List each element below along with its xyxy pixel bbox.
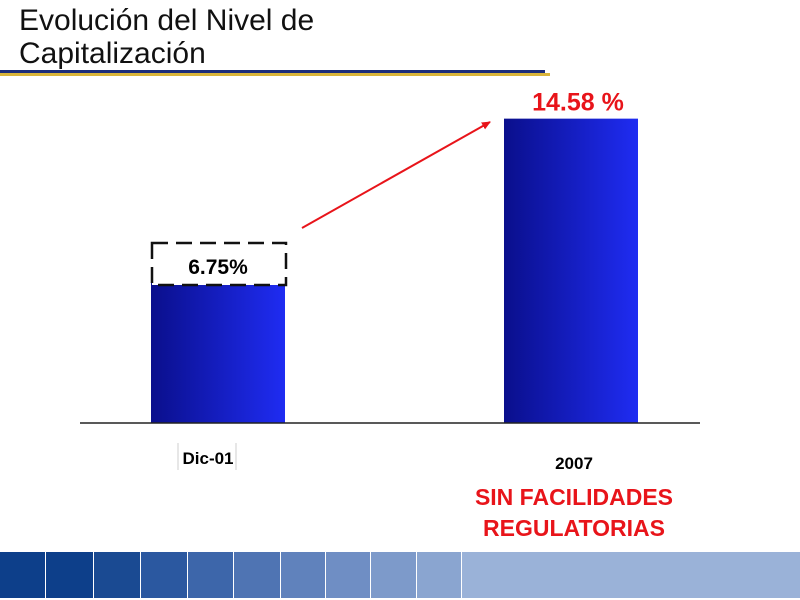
regulatory-note: SIN FACILIDADES REGULATORIAS: [445, 482, 703, 544]
note-line1: SIN FACILIDADES: [474, 484, 674, 510]
trend-arrow: [301, 121, 491, 229]
slide-title-line1: Evolución del Nivel de: [19, 4, 315, 37]
bar-2007: [504, 118, 638, 423]
bar-dic-01: [151, 282, 285, 423]
footer-segment: [280, 552, 326, 598]
footer-segment: [187, 552, 235, 598]
note-line2: REGULATORIAS: [483, 515, 665, 541]
footer-color-bar: [0, 552, 800, 598]
title-underline-blue: [0, 70, 545, 73]
x-tick-label: 2007: [555, 454, 593, 473]
data-label: 14.58 %: [532, 89, 624, 117]
footer-segment: [325, 552, 372, 598]
footer-segment: [141, 552, 188, 598]
footer-segment: [416, 552, 463, 598]
footer-segment: [0, 552, 47, 598]
title-underline-gold: [0, 73, 550, 76]
footer-segment: [46, 552, 94, 598]
slide-title-line2: Capitalización: [19, 37, 206, 70]
footer-segment: [93, 552, 142, 598]
data-label: 6.75%: [188, 256, 248, 279]
x-tick-label: Dic-01: [182, 449, 233, 468]
footer-segment: [234, 552, 281, 598]
footer-segment: [462, 552, 800, 598]
value-label-box: [150, 241, 288, 287]
slide-title: Evolución del Nivel de Capitalización: [19, 4, 314, 70]
footer-segment: [371, 552, 417, 598]
